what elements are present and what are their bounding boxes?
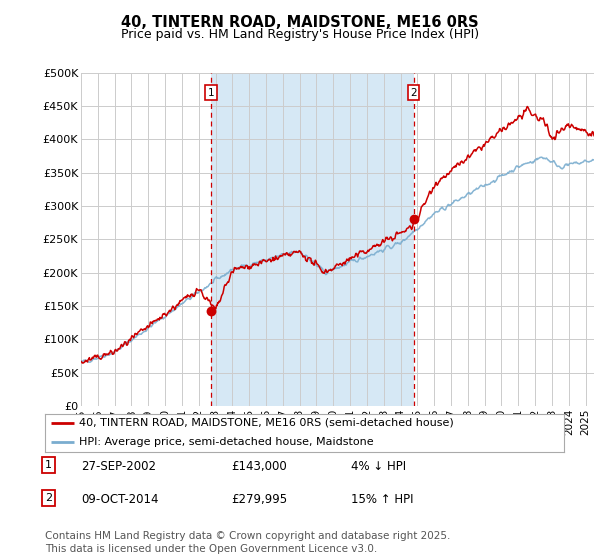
Text: 2: 2 [410, 88, 417, 98]
Text: 40, TINTERN ROAD, MAIDSTONE, ME16 0RS (semi-detached house): 40, TINTERN ROAD, MAIDSTONE, ME16 0RS (s… [79, 418, 454, 428]
Text: Price paid vs. HM Land Registry's House Price Index (HPI): Price paid vs. HM Land Registry's House … [121, 28, 479, 41]
Text: 1: 1 [45, 460, 52, 470]
Bar [211, 73, 413, 406]
Text: 1: 1 [208, 88, 215, 98]
Text: 09-OCT-2014: 09-OCT-2014 [81, 493, 158, 506]
Text: 40, TINTERN ROAD, MAIDSTONE, ME16 0RS: 40, TINTERN ROAD, MAIDSTONE, ME16 0RS [121, 15, 479, 30]
Text: 2: 2 [45, 493, 52, 503]
Point [206, 306, 216, 315]
Text: 15% ↑ HPI: 15% ↑ HPI [351, 493, 413, 506]
Text: Contains HM Land Registry data © Crown copyright and database right 2025.
This d: Contains HM Land Registry data © Crown c… [45, 531, 451, 554]
Text: HPI: Average price, semi-detached house, Maidstone: HPI: Average price, semi-detached house,… [79, 437, 373, 447]
Text: £279,995: £279,995 [231, 493, 287, 506]
Text: £143,000: £143,000 [231, 460, 287, 473]
Text: 27-SEP-2002: 27-SEP-2002 [81, 460, 156, 473]
Point [409, 215, 418, 224]
Text: 4% ↓ HPI: 4% ↓ HPI [351, 460, 406, 473]
